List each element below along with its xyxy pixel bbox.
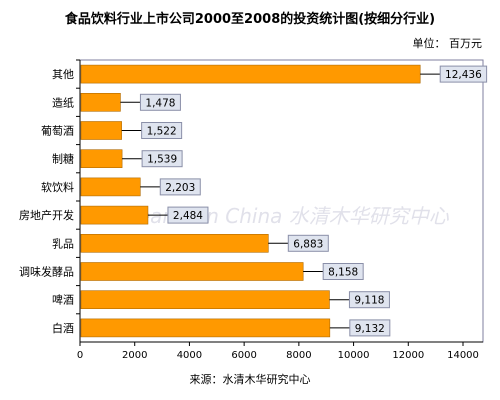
x-tick-label: 0 (77, 350, 83, 361)
data-label-box (322, 263, 364, 280)
data-label: 1,539 (147, 154, 177, 166)
bar (80, 262, 304, 281)
data-label: 2,203 (165, 182, 195, 194)
bar (80, 93, 121, 112)
data-label: 1,522 (147, 126, 177, 138)
data-label-box (159, 178, 201, 196)
bar (80, 149, 123, 168)
category-label: 乳品 (52, 237, 74, 250)
bar (80, 290, 330, 310)
category-label: 软饮料 (41, 180, 74, 194)
x-tick-label: 6000 (231, 350, 256, 361)
data-label-box (139, 93, 181, 111)
data-label-box (141, 122, 183, 139)
watermark-logo: Research in China 水清木华研究中心 (101, 204, 450, 228)
data-label: 9,132 (355, 323, 385, 335)
x-tick-label: 8000 (286, 350, 311, 361)
data-label-box (167, 206, 209, 224)
source-label: 来源：水清木华研究中心 (189, 373, 311, 386)
data-label: 6,883 (293, 238, 323, 250)
category-label: 造纸 (52, 95, 74, 109)
bar (80, 205, 149, 225)
data-label: 9,118 (354, 295, 384, 307)
bar (80, 234, 269, 253)
category-label: 其他 (52, 68, 74, 81)
bar (80, 64, 421, 84)
x-tick-label: 10000 (338, 350, 370, 361)
x-tick-label: 12000 (392, 350, 424, 361)
data-label: 1,478 (145, 97, 175, 109)
data-label: 8,158 (328, 267, 358, 279)
data-label-box (287, 234, 329, 252)
bar (80, 318, 331, 338)
data-label: 12,436 (445, 69, 482, 81)
chart-title: 食品饮料行业上市公司2000至2008的投资统计图(按细分行业) (64, 12, 436, 27)
data-label-box (349, 319, 391, 337)
data-label-box (348, 291, 390, 309)
x-tick-label: 2000 (122, 350, 147, 361)
x-tick-label: 4000 (177, 350, 202, 361)
x-tick-label: 14000 (447, 350, 479, 361)
data-label: 2,484 (173, 210, 203, 222)
category-label: 葡萄酒 (41, 125, 74, 138)
category-label: 调味发酵品 (19, 265, 74, 279)
bar (80, 121, 122, 140)
category-label: 啤酒 (52, 293, 74, 307)
unit-label: 单位： 百万元 (412, 37, 483, 50)
data-label-box (439, 65, 488, 83)
data-label-box (141, 150, 183, 168)
category-label: 房地产开发 (19, 208, 74, 222)
bar (80, 177, 141, 197)
category-label: 白酒 (52, 321, 74, 335)
category-label: 制糖 (52, 152, 74, 166)
